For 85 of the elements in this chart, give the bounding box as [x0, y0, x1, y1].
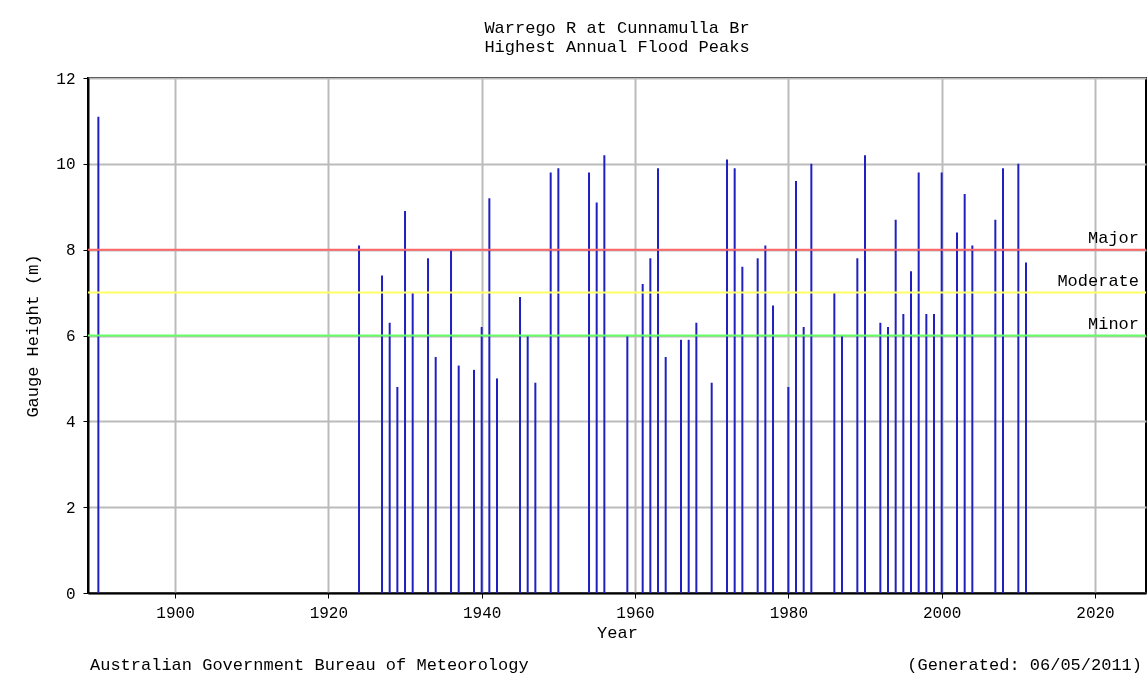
- bar: [434, 356, 437, 593]
- bar: [641, 284, 644, 593]
- bar: [680, 339, 683, 593]
- bar: [1002, 168, 1004, 593]
- bar: [1025, 262, 1027, 593]
- bar: [457, 365, 460, 593]
- bar: [741, 266, 744, 593]
- bar: [756, 258, 759, 593]
- bar: [940, 172, 943, 593]
- y-tick-label: 0: [65, 585, 76, 604]
- bar: [802, 326, 805, 593]
- x-tick-label: 1920: [309, 604, 349, 623]
- bar: [933, 314, 936, 593]
- bar: [910, 271, 913, 593]
- bar: [595, 202, 598, 593]
- text: Australian Government Bureau of Meteorology: [90, 656, 529, 675]
- bar: [710, 382, 713, 593]
- bar: [381, 275, 384, 593]
- bar: [956, 232, 959, 593]
- bar: [687, 339, 690, 593]
- bar: [649, 258, 652, 593]
- y-tick-label: 10: [56, 156, 76, 175]
- bar: [427, 258, 430, 593]
- bar: [971, 245, 974, 593]
- x-tick-label: 1980: [769, 604, 809, 623]
- x-axis-title: Year: [597, 623, 638, 643]
- bar: [97, 116, 100, 593]
- y-tick-label: 2: [65, 499, 76, 518]
- bar: [695, 322, 698, 593]
- y-tick-label: 8: [65, 242, 76, 261]
- bar: [902, 314, 905, 593]
- bar: [588, 172, 591, 593]
- bar: [480, 326, 483, 593]
- x-tick-label: 1900: [156, 604, 195, 623]
- x-tick-label: 2000: [922, 604, 962, 623]
- y-tick-label: 12: [56, 70, 76, 89]
- bar: [879, 322, 882, 593]
- bar: [1017, 163, 1020, 593]
- bar: [726, 159, 729, 593]
- text: (Generated: 06/05/2011): [907, 656, 1142, 675]
- ref-line-label: Moderate: [1057, 271, 1139, 291]
- bar: [925, 314, 928, 593]
- bar: [856, 258, 859, 593]
- bar: [473, 369, 476, 593]
- bar: [388, 322, 391, 593]
- x-tick-label: 1940: [462, 604, 502, 623]
- bar: [764, 245, 767, 593]
- bar: [488, 198, 491, 593]
- y-tick-label: 4: [65, 413, 76, 432]
- bar: [810, 163, 813, 593]
- chart-subtitle: Highest Annual Flood Peaks: [484, 38, 750, 57]
- y-tick-label: 6: [65, 328, 76, 346]
- x-tick-label: 2020: [1076, 604, 1115, 623]
- bar: [519, 296, 522, 593]
- bar: [733, 168, 736, 593]
- bar: [994, 219, 997, 593]
- bar: [917, 172, 920, 593]
- bar: [626, 335, 629, 593]
- bar: [795, 181, 798, 593]
- bar: [657, 168, 660, 593]
- bar: [411, 292, 414, 593]
- bar: [404, 211, 407, 593]
- bar: [549, 172, 552, 593]
- bar: [772, 305, 775, 593]
- bar: [864, 155, 867, 593]
- bar: [396, 387, 399, 593]
- x-tick-label: 1960: [616, 604, 655, 623]
- bar: [358, 245, 361, 593]
- bar: [887, 326, 890, 593]
- bar: [841, 335, 844, 593]
- y-axis-title: Gauge Height (m): [24, 254, 44, 418]
- bar: [833, 292, 836, 593]
- chart-title: Warrego R at Cunnamulla Br: [484, 19, 750, 38]
- bar: [496, 378, 499, 593]
- bar: [664, 356, 667, 593]
- bar: [450, 249, 453, 593]
- ref-line-label: Major: [1087, 228, 1139, 248]
- bar: [603, 155, 606, 593]
- bar: [534, 382, 537, 593]
- bar: [787, 387, 790, 593]
- bar: [894, 219, 897, 593]
- ref-line-label: Minor: [1087, 314, 1139, 334]
- bar: [963, 193, 966, 593]
- bar: [526, 335, 529, 593]
- bar: [557, 168, 560, 593]
